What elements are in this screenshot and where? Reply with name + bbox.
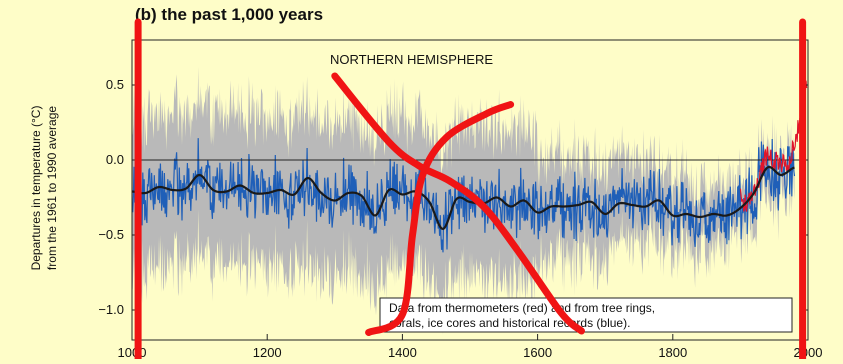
y-tick-label: −1.0	[98, 302, 124, 317]
x-tick-label: 1200	[253, 345, 282, 359]
y-tick-label: −0.5	[98, 227, 124, 242]
plot-frame	[131, 39, 809, 341]
x-tick-label: 1400	[388, 345, 417, 359]
y-axis-label-line1: Departures in temperature (°C)	[29, 106, 43, 271]
legend-frame	[379, 297, 793, 333]
overlay-mark-curved-cross	[365, 101, 515, 336]
region-label: NORTHERN HEMISPHERE	[330, 52, 493, 67]
y-axis-label-line2: from the 1961 to 1990 average	[45, 106, 59, 270]
smoothed-series-line	[131, 165, 795, 231]
overlay-mark-diagonal-cross	[331, 72, 585, 335]
smoothed-series	[131, 165, 795, 231]
chart-title: (b) the past 1,000 years	[135, 5, 323, 24]
legend-text-line1: Data from thermometers (red) and from tr…	[389, 301, 655, 315]
y-axis-label: Departures in temperature (°C) from the …	[29, 106, 59, 271]
legend-text-line2: corals, ice cores and historical records…	[389, 316, 630, 330]
y-tick-label: 0.5	[106, 77, 124, 92]
proxy-series	[131, 138, 796, 253]
x-tick-label: 1000	[118, 345, 147, 359]
red-overlay-marks	[134, 18, 807, 363]
proxy-series-line	[131, 138, 796, 253]
legend-box: Data from thermometers (red) and from tr…	[379, 297, 793, 333]
x-tick-label: 1600	[523, 345, 552, 359]
y-tick-label: 0.0	[106, 152, 124, 167]
x-tick-label: 2000	[794, 345, 823, 359]
x-tick-label: 1800	[658, 345, 687, 359]
